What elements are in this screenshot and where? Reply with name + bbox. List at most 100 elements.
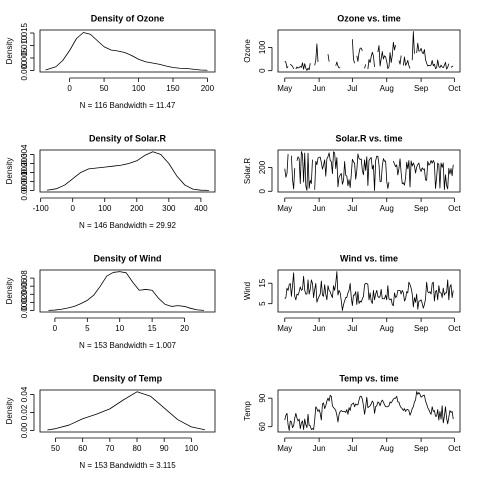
data-line	[46, 151, 209, 191]
x-tick-label: 300	[162, 204, 176, 213]
y-axis-label: Solar.R	[243, 158, 252, 184]
x-tick-label: 80	[133, 444, 142, 453]
y-tick-label: 0.08	[20, 270, 29, 286]
y-tick-label: 90	[258, 393, 267, 402]
x-tick-label: Oct	[448, 84, 461, 93]
y-tick-label: 0.003	[20, 153, 29, 174]
x-tick-label: Jun	[313, 84, 326, 93]
panel-title: Density of Ozone	[91, 13, 165, 23]
x-tick-label: May	[277, 444, 292, 453]
y-tick-label: 15	[258, 278, 267, 287]
data-line	[48, 271, 205, 311]
x-tick-label: Aug	[380, 204, 394, 213]
y-tick-label: 200	[258, 160, 267, 174]
y-axis-label: Temp	[243, 401, 252, 421]
x-axis-label: N = 146 Bandwidth = 29.92	[79, 221, 177, 230]
panel-title: Wind vs. time	[340, 253, 398, 263]
panel-title: Density of Solar.R	[89, 133, 167, 143]
x-tick-label: 50	[100, 84, 109, 93]
x-tick-label: Jul	[347, 324, 357, 333]
plot-box	[39, 149, 216, 193]
panel-title: Ozone vs. time	[337, 13, 401, 23]
x-tick-label: 100	[185, 444, 199, 453]
plot-box	[277, 269, 461, 313]
y-tick-label: 100	[258, 40, 267, 54]
y-axis-label: Density	[5, 158, 14, 185]
x-tick-label: Jun	[313, 204, 326, 213]
x-axis-label: N = 116 Bandwidth = 11.47	[80, 101, 176, 110]
plot-box	[39, 269, 216, 313]
panel-title: Density of Temp	[93, 373, 163, 383]
y-tick-label: 0.000	[20, 180, 29, 201]
y-tick-label: 0	[258, 68, 267, 73]
y-tick-label: 0.06	[20, 278, 29, 294]
y-tick-label: 0.02	[20, 404, 29, 420]
x-tick-label: Oct	[448, 444, 461, 453]
x-axis-label: N = 153 Bandwidth = 3.115	[79, 461, 176, 470]
y-axis-label: Density	[5, 38, 14, 65]
x-tick-label: 0	[53, 324, 58, 333]
y-tick-label: 60	[258, 422, 267, 431]
data-line	[284, 271, 454, 311]
data-line	[47, 391, 206, 431]
y-axis-label: Wind	[243, 282, 252, 300]
panel-title: Density of Wind	[94, 253, 162, 263]
y-tick-label: 0.04	[20, 286, 29, 302]
x-tick-label: 90	[160, 444, 169, 453]
x-tick-label: 5	[85, 324, 90, 333]
x-tick-label: 0	[67, 84, 72, 93]
x-tick-label: 200	[201, 84, 215, 93]
x-tick-label: Sep	[414, 204, 429, 213]
x-tick-label: -100	[33, 204, 50, 213]
x-tick-label: 400	[194, 204, 208, 213]
x-tick-label: 70	[105, 444, 114, 453]
plot-box	[277, 149, 461, 193]
x-tick-label: Jul	[347, 444, 357, 453]
x-axis-label: N = 153 Bandwidth = 1.007	[79, 341, 177, 350]
x-tick-label: 60	[78, 444, 87, 453]
y-tick-label: 0.004	[20, 144, 29, 165]
data-line	[45, 32, 208, 71]
y-tick-label: 0	[258, 189, 267, 194]
x-tick-label: 0	[70, 204, 75, 213]
x-tick-label: May	[277, 84, 292, 93]
plot-box	[39, 389, 216, 433]
x-tick-label: 50	[51, 444, 60, 453]
x-tick-label: Aug	[380, 444, 394, 453]
y-tick-label: 0.00	[20, 302, 29, 318]
x-tick-label: 150	[166, 84, 180, 93]
data-line	[284, 151, 454, 191]
y-tick-label: 0.02	[20, 294, 29, 310]
y-tick-label: 0.010	[20, 35, 29, 56]
x-tick-label: 100	[132, 84, 146, 93]
plot-box	[39, 29, 216, 73]
x-tick-label: Sep	[414, 84, 429, 93]
x-tick-label: Sep	[414, 444, 429, 453]
x-tick-label: Aug	[380, 84, 394, 93]
x-tick-label: May	[277, 324, 292, 333]
x-tick-label: Jul	[347, 84, 357, 93]
x-tick-label: Oct	[448, 204, 461, 213]
x-tick-label: May	[277, 204, 292, 213]
y-tick-label: 0.04	[20, 386, 29, 402]
x-tick-label: 15	[148, 324, 157, 333]
x-tick-label: Jun	[313, 444, 326, 453]
plot-box	[277, 389, 461, 433]
y-tick-label: 0.005	[20, 47, 29, 68]
y-tick-label: 0.015	[20, 22, 29, 43]
y-tick-label: 0.002	[20, 162, 29, 183]
y-axis-label: Density	[5, 278, 14, 305]
x-tick-label: 100	[98, 204, 112, 213]
x-tick-label: 20	[180, 324, 189, 333]
data-line	[284, 31, 454, 71]
y-axis-label: Ozone	[243, 39, 252, 63]
x-tick-label: Sep	[414, 324, 429, 333]
panel-title: Temp vs. time	[339, 373, 398, 383]
x-tick-label: 200	[130, 204, 144, 213]
x-tick-label: Jul	[347, 204, 357, 213]
data-line	[284, 391, 454, 431]
x-tick-label: 10	[115, 324, 124, 333]
panel-title: Solar.R vs. time	[335, 133, 402, 143]
x-tick-label: Aug	[380, 324, 394, 333]
